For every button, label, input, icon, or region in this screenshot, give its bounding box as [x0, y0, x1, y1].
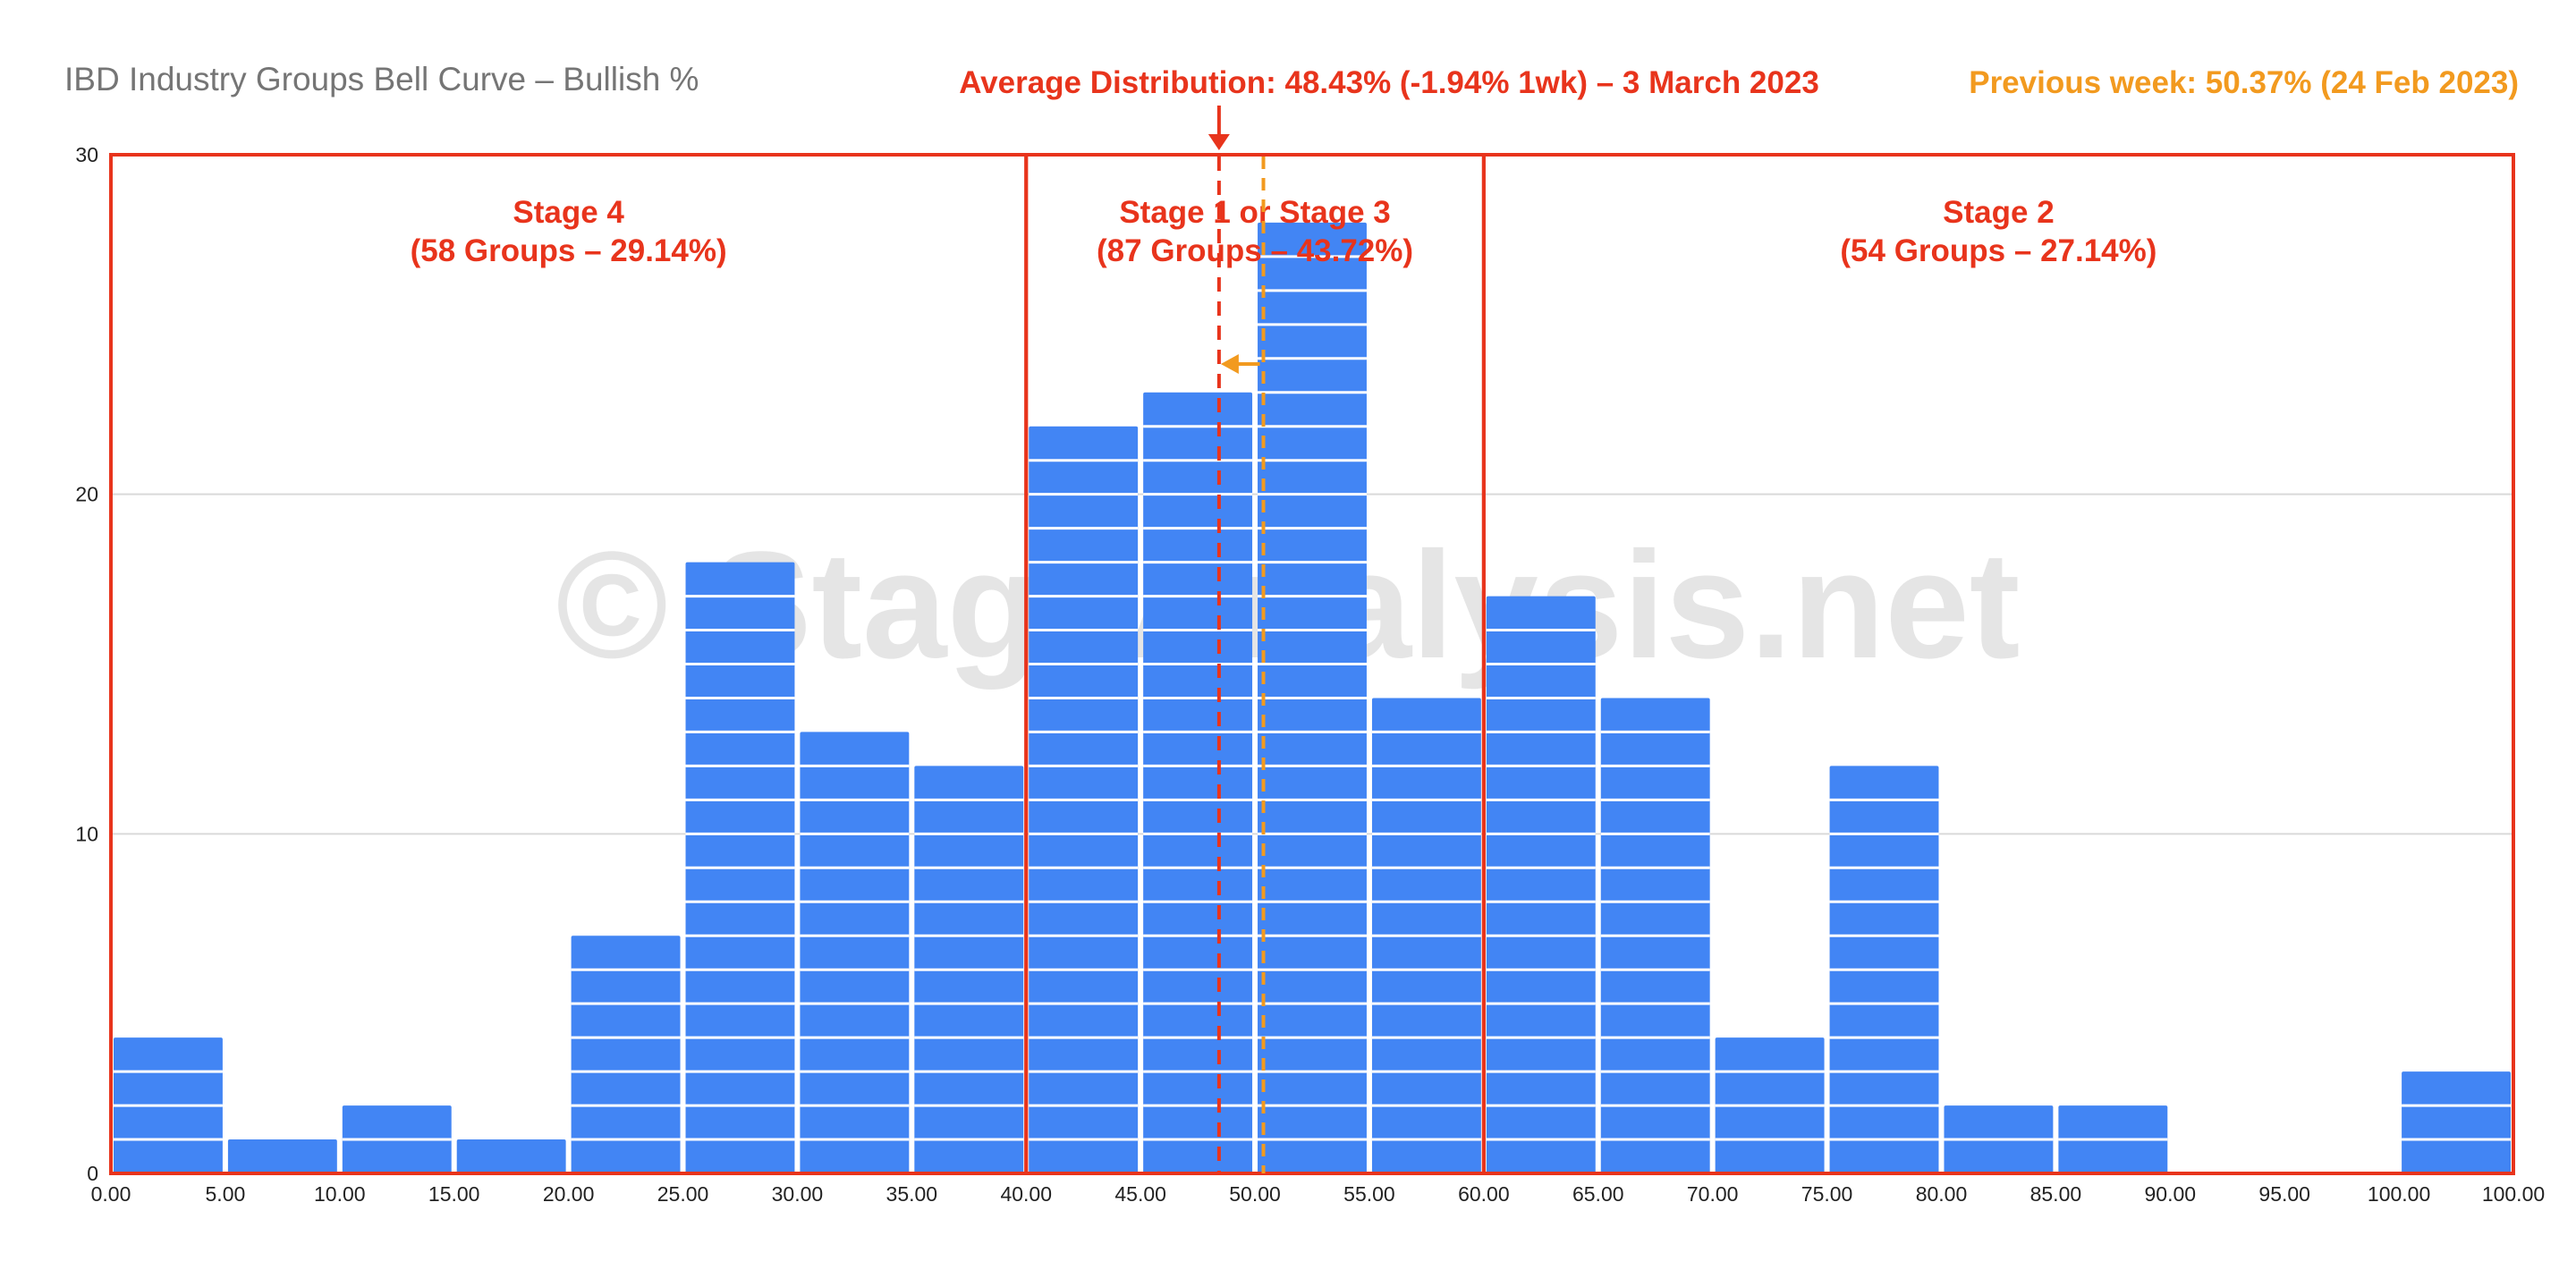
bar	[914, 766, 1024, 1173]
x-tick-label: 85.00	[2030, 1182, 2082, 1206]
bar	[571, 936, 681, 1173]
bar	[1715, 1037, 1825, 1173]
x-tick-label: 100.00	[2368, 1182, 2430, 1206]
x-tick-label: 35.00	[886, 1182, 938, 1206]
x-tick-label: 90.00	[2145, 1182, 2197, 1206]
x-tick-label: 25.00	[657, 1182, 709, 1206]
x-tick-label: 15.00	[428, 1182, 480, 1206]
bar	[1371, 698, 1481, 1173]
x-tick-label: 0.00	[91, 1182, 131, 1206]
bar	[1029, 426, 1139, 1173]
bar	[1829, 766, 1939, 1173]
bars	[114, 222, 2511, 1173]
previous-week-label: Previous week: 50.37% (24 Feb 2023)	[1969, 65, 2519, 100]
x-tick-label: 50.00	[1229, 1182, 1281, 1206]
stage-name-label: Stage 4	[513, 195, 624, 230]
bar	[1600, 698, 1710, 1173]
x-tick-label: 100.00	[2482, 1182, 2545, 1206]
y-tick-label: 30	[75, 143, 98, 166]
x-tick-label: 45.00	[1114, 1182, 1166, 1206]
bar	[456, 1139, 566, 1173]
bar	[227, 1139, 337, 1173]
y-tick-label: 10	[75, 822, 98, 845]
stage-name-label: Stage 2	[1943, 195, 2055, 230]
bar-body	[2402, 1071, 2511, 1173]
x-tick-label: 65.00	[1572, 1182, 1624, 1206]
average-markers	[1208, 106, 1266, 1173]
x-tick-label: 55.00	[1343, 1182, 1395, 1206]
stage-detail-label: (87 Groups – 43.72%)	[1097, 233, 1413, 268]
y-tick-label: 0	[87, 1162, 98, 1185]
bar-body	[227, 1139, 337, 1173]
x-axis-ticks: 0.00 5.00 10.00 15.00 20.00 25.00 30.00 35.00 40…	[91, 1182, 2546, 1206]
x-tick-label: 75.00	[1801, 1182, 1853, 1206]
bar	[1143, 392, 1253, 1173]
bar	[1258, 222, 1367, 1173]
bar	[685, 562, 795, 1173]
stage-detail-label: (58 Groups – 29.14%)	[411, 233, 727, 268]
bar	[1944, 1105, 2054, 1173]
bar	[2058, 1105, 2168, 1173]
shift-arrow-head	[1220, 354, 1239, 374]
bar-body	[1486, 596, 1596, 1173]
x-tick-label: 30.00	[772, 1182, 824, 1206]
average-arrow-head	[1208, 134, 1230, 150]
x-tick-label: 80.00	[1916, 1182, 1968, 1206]
bar	[342, 1105, 452, 1173]
bar	[2402, 1071, 2511, 1173]
x-tick-label: 5.00	[206, 1182, 246, 1206]
x-tick-label: 40.00	[1000, 1182, 1052, 1206]
stage-boxes: Stage 4(58 Groups – 29.14%) Stage 1 or St…	[109, 153, 2515, 1175]
chart-title: IBD Industry Groups Bell Curve – Bullish…	[64, 61, 699, 97]
x-tick-label: 20.00	[543, 1182, 595, 1206]
bar	[800, 732, 910, 1173]
bar-body	[1143, 392, 1253, 1173]
y-tick-label: 20	[75, 483, 98, 506]
x-tick-label: 60.00	[1458, 1182, 1510, 1206]
x-tick-label: 95.00	[2258, 1182, 2310, 1206]
average-distribution-label: Average Distribution: 48.43% (-1.94% 1wk…	[959, 65, 1819, 100]
bar	[1486, 596, 1596, 1173]
bar	[114, 1037, 223, 1173]
bar-body	[456, 1139, 566, 1173]
x-tick-label: 70.00	[1687, 1182, 1739, 1206]
bar-body	[800, 732, 910, 1173]
x-tick-label: 10.00	[314, 1182, 366, 1206]
stage-detail-label: (54 Groups – 27.14%)	[1840, 233, 2157, 268]
y-axis-ticks: 0 10 20 30	[75, 143, 98, 1185]
stage-name-label: Stage 1 or Stage 3	[1119, 195, 1390, 230]
bar-body	[571, 936, 681, 1173]
stage-box	[1481, 153, 2515, 1175]
